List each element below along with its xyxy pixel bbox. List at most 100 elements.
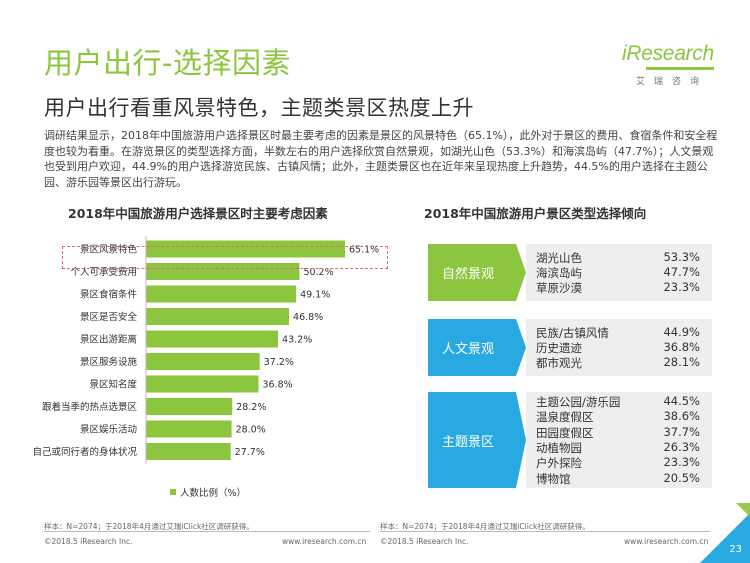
bar-4	[146, 330, 279, 348]
group-label: 人文景观	[428, 319, 508, 376]
bar-6	[146, 375, 259, 393]
group-arrow	[508, 392, 526, 488]
group-label: 主题景区	[428, 392, 508, 488]
item-value: 20.5%	[663, 470, 700, 485]
item-value: 26.3%	[663, 440, 700, 454]
item-value: 38.6%	[663, 409, 700, 424]
value-label-1: 50.2%	[303, 267, 333, 278]
item-value: 28.1%	[663, 355, 700, 370]
item-label: 历史遗迹	[536, 340, 582, 355]
logo-subtext: 艾瑞咨询	[636, 77, 709, 87]
item-label: 博物馆	[536, 471, 571, 486]
category-label-4: 景区出游距离	[80, 334, 137, 346]
bar-8	[146, 420, 232, 438]
page-number: 23	[729, 544, 742, 555]
highlight-box	[62, 246, 388, 269]
item-label: 户外探险	[536, 456, 582, 471]
category-label-2: 景区食宿条件	[80, 289, 138, 301]
left-sample-note: 样本：N=2074；于2018年4月通过艾瑞iClick社区调研获得。	[44, 522, 254, 531]
legend-swatch	[170, 489, 176, 495]
item-value: 44.9%	[663, 324, 700, 339]
left-footer-divider	[44, 531, 370, 532]
value-label-2: 49.1%	[300, 290, 330, 301]
page-subtitle: 用户出行看重风景特色，主题类景区热度上升	[44, 96, 474, 120]
list-item: 主题公园/游乐园 44.5%	[536, 394, 700, 410]
category-label-7: 跟着当季的热点选景区	[42, 401, 138, 413]
left-chart-title: 2018年中国旅游用户选择景区时主要考虑因素	[68, 206, 328, 221]
value-label-7: 28.2%	[236, 402, 266, 413]
list-item: 动植物园 26.3%	[536, 440, 700, 456]
legend-label: 人数比例（%）	[180, 487, 246, 499]
item-label: 草原沙漠	[536, 281, 582, 296]
item-value: 47.7%	[663, 264, 700, 279]
value-label-9: 27.7%	[235, 447, 265, 458]
page-title: 用户出行-选择因素	[44, 46, 291, 80]
value-label-8: 28.0%	[236, 425, 266, 436]
item-label: 温泉度假区	[536, 410, 594, 425]
bar-2	[146, 285, 297, 303]
list-item: 田园度假区 37.7%	[536, 425, 700, 441]
list-item: 户外探险 23.3%	[536, 455, 700, 471]
item-label: 海滨岛屿	[536, 265, 582, 280]
value-label-4: 43.2%	[282, 335, 312, 346]
item-label: 动植物园	[536, 441, 582, 455]
item-label: 湖光山色	[536, 250, 582, 265]
right-website: www.iresearch.com.cn	[624, 537, 709, 546]
list-item: 草原沙漠 23.3%	[536, 280, 700, 296]
category-label-9: 自己或同行者的身体状况	[32, 446, 137, 458]
bar-1	[146, 263, 300, 280]
right-sample-note: 样本：N=2074；于2018年4月通过艾瑞iClick社区调研获得。	[380, 522, 590, 531]
list-item: 海滨岛屿 47.7%	[536, 265, 700, 281]
bar-7	[146, 398, 233, 415]
list-item: 民族/古镇风情 44.9%	[536, 325, 700, 341]
group-1: 民族/古镇风情 44.9% 历史遗迹 36.8% 都市观光 28.1% 人文景观	[428, 319, 712, 376]
intro-paragraph: 调研结果显示，2018年中国旅游用户选择景区时最主要考虑的因素是景区的风景特色（…	[44, 129, 718, 189]
left-copyright: ©2018.5 iResearch Inc.	[44, 537, 133, 546]
list-item: 湖光山色 53.3%	[536, 250, 700, 266]
category-label-6: 景区知名度	[89, 379, 137, 391]
bar-5	[146, 353, 260, 370]
group-2: 主题公园/游乐园 44.5% 温泉度假区 38.6% 田园度假区 37.7% 动植物园 26.…	[428, 392, 712, 488]
list-item: 博物馆 20.5%	[536, 471, 700, 487]
item-label: 民族/古镇风情	[536, 325, 609, 340]
list-item: 温泉度假区 38.6%	[536, 409, 700, 425]
group-arrow	[508, 319, 526, 376]
group-0: 湖光山色 53.3% 海滨岛屿 47.7% 草原沙漠 23.3% 自然景观	[428, 244, 712, 301]
item-value: 37.7%	[663, 424, 700, 439]
group-label: 自然景观	[428, 244, 508, 301]
bar-9	[146, 443, 231, 460]
item-label: 都市观光	[536, 356, 582, 371]
item-label: 主题公园/游乐园	[536, 395, 621, 410]
item-value: 44.5%	[663, 394, 700, 409]
category-label-1: 个人可承受费用	[70, 266, 137, 278]
left-website: www.iresearch.com.cn	[282, 537, 367, 546]
value-label-0: 65.1%	[349, 245, 379, 256]
category-label-3: 景区是否安全	[80, 311, 138, 323]
value-label-3: 46.8%	[293, 312, 323, 323]
factor-bar-chart: 景区风景特色 65.1%个人可承受费用 50.2%景区食宿条件 49.1%景区是否安全…	[32, 236, 379, 499]
group-body: 主题公园/游乐园 44.5% 温泉度假区 38.6% 田园度假区 37.7% 动植物园 26.…	[526, 392, 712, 488]
group-body: 湖光山色 53.3% 海滨岛屿 47.7% 草原沙漠 23.3%	[526, 244, 712, 301]
item-value: 23.3%	[663, 455, 700, 470]
category-label-5: 景区服务设施	[80, 356, 138, 368]
corner-decoration	[700, 503, 750, 563]
bar-0	[146, 240, 345, 258]
category-label-8: 景区娱乐活动	[80, 424, 137, 436]
item-value: 53.3%	[663, 249, 700, 264]
group-arrow	[508, 244, 526, 301]
iresearch-logo: iResearch 艾瑞咨询	[618, 42, 718, 92]
group-body: 民族/古镇风情 44.9% 历史遗迹 36.8% 都市观光 28.1%	[526, 319, 712, 376]
item-value: 36.8%	[663, 339, 700, 354]
value-label-6: 36.8%	[262, 380, 292, 391]
bar-3	[146, 308, 290, 325]
right-copyright: ©2018.5 iResearch Inc.	[380, 537, 469, 546]
right-chart-title: 2018年中国旅游用户景区类型选择倾向	[424, 206, 647, 221]
logo-underline	[646, 67, 714, 70]
item-label: 田园度假区	[536, 425, 594, 440]
list-item: 都市观光 28.1%	[536, 355, 700, 371]
right-footer-divider	[380, 531, 710, 532]
value-label-5: 37.2%	[264, 357, 294, 368]
logo-text: iResearch	[622, 42, 714, 65]
item-value: 23.3%	[663, 280, 700, 295]
list-item: 历史遗迹 36.8%	[536, 340, 700, 356]
